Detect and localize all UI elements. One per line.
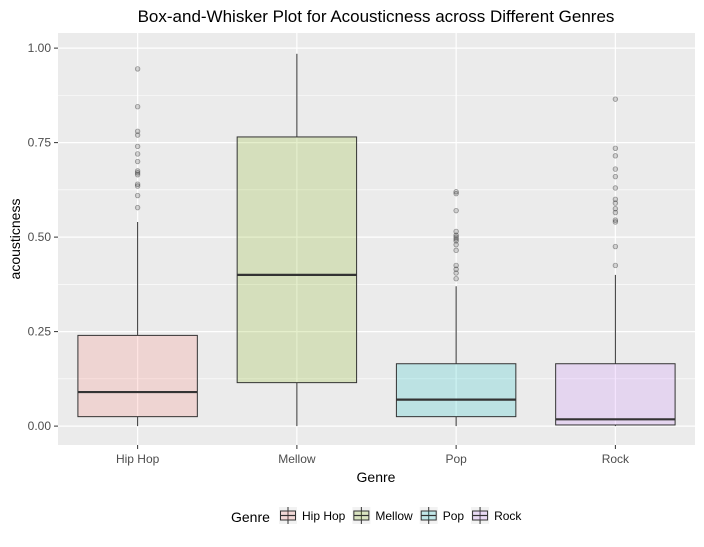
legend-key-mellow: Mellow bbox=[352, 507, 413, 524]
outlier-point bbox=[612, 209, 619, 216]
legend-label: Rock bbox=[494, 509, 522, 523]
y-axis: 0.00 0.25 0.50 0.75 1.00 bbox=[28, 41, 58, 433]
x-tick-label: Mellow bbox=[278, 452, 316, 466]
outlier-point bbox=[134, 143, 141, 150]
outlier-point bbox=[134, 132, 141, 138]
outlier-point bbox=[453, 190, 459, 197]
legend-key-hip-hop: Hip Hop bbox=[279, 507, 346, 524]
outlier-point bbox=[612, 206, 619, 212]
y-axis-label: acousticness bbox=[7, 199, 23, 280]
outlier-point bbox=[453, 247, 459, 254]
outlier-point bbox=[134, 168, 141, 174]
outlier-point bbox=[453, 241, 459, 248]
legend-key-rock: Rock bbox=[471, 507, 522, 524]
legend-label: Mellow bbox=[375, 509, 413, 523]
y-tick-label: 0.00 bbox=[28, 419, 52, 433]
boxes bbox=[77, 53, 676, 427]
outlier-point bbox=[134, 128, 141, 134]
outlier-point bbox=[612, 243, 619, 250]
outlier-point bbox=[612, 153, 619, 159]
x-tick-label: Hip Hop bbox=[116, 452, 160, 466]
box-iqr bbox=[236, 136, 358, 384]
outlier-point bbox=[453, 189, 459, 195]
box-pop bbox=[395, 189, 517, 427]
outlier-point bbox=[612, 96, 619, 102]
plot-panel bbox=[58, 33, 695, 445]
x-axis-label: Genre bbox=[357, 469, 396, 485]
y-tick-label: 1.00 bbox=[28, 41, 52, 55]
box-iqr bbox=[77, 334, 198, 418]
chart-title: Box-and-Whisker Plot for Acousticness ac… bbox=[138, 7, 615, 26]
y-tick-label: 0.25 bbox=[28, 325, 52, 339]
box-iqr bbox=[555, 363, 676, 426]
outlier-point bbox=[134, 183, 141, 189]
legend-title: Genre bbox=[231, 509, 270, 525]
box-rock bbox=[555, 96, 676, 427]
box-mellow bbox=[236, 53, 358, 427]
outlier-point bbox=[453, 232, 459, 238]
outlier-point bbox=[134, 151, 141, 157]
x-axis: Hip Hop Mellow Pop Rock bbox=[116, 445, 630, 466]
x-tick-label: Rock bbox=[602, 452, 630, 466]
outlier-point bbox=[453, 207, 459, 214]
outlier-point bbox=[612, 219, 619, 225]
outlier-point bbox=[453, 238, 459, 244]
outlier-point bbox=[612, 145, 619, 151]
minor-grid bbox=[58, 95, 695, 380]
outlier-point bbox=[453, 266, 459, 272]
outlier-point bbox=[453, 236, 459, 242]
outlier-point bbox=[612, 217, 619, 223]
box-iqr bbox=[395, 363, 517, 418]
box-hip-hop bbox=[77, 66, 198, 427]
outlier-point bbox=[612, 200, 619, 206]
y-tick-label: 0.75 bbox=[28, 136, 52, 150]
legend: Genre Hip Hop Mellow Pop Rock bbox=[231, 507, 522, 525]
outlier-point bbox=[453, 262, 459, 269]
outlier-point bbox=[134, 181, 141, 187]
x-tick-label: Pop bbox=[445, 452, 467, 466]
y-tick-label: 0.50 bbox=[28, 230, 52, 244]
outlier-point bbox=[453, 270, 459, 276]
legend-key-pop: Pop bbox=[419, 507, 465, 524]
outlier-point bbox=[134, 204, 141, 211]
outlier-point bbox=[134, 172, 141, 178]
outlier-point bbox=[134, 104, 141, 110]
outlier-point bbox=[134, 158, 141, 165]
outlier-point bbox=[453, 275, 459, 282]
outlier-point bbox=[453, 234, 459, 240]
outlier-point bbox=[612, 166, 619, 172]
outlier-point bbox=[612, 185, 619, 191]
outlier-point bbox=[612, 173, 619, 180]
outlier-point bbox=[134, 66, 141, 72]
legend-label: Pop bbox=[443, 509, 465, 523]
legend-label: Hip Hop bbox=[302, 509, 346, 523]
outlier-point bbox=[453, 228, 459, 235]
outlier-point bbox=[612, 262, 619, 269]
outlier-point bbox=[612, 196, 619, 203]
outlier-point bbox=[134, 170, 141, 176]
outlier-point bbox=[134, 192, 141, 199]
